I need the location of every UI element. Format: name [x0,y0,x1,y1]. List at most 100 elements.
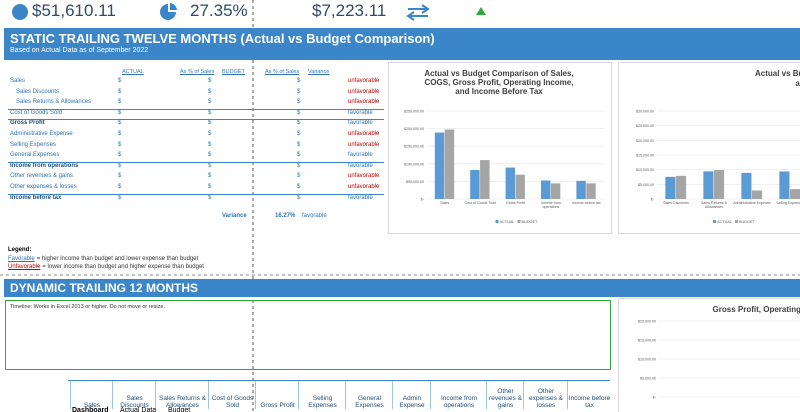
legend-term: Unfavorable [8,264,41,270]
chart-title: and Other Income & E [795,79,800,88]
bar [515,174,525,199]
currency-sign: $ [208,131,212,137]
currency-sign: $ [297,120,301,127]
x-label-box: Cost of Goods Sold [465,201,496,205]
column-header: Income before tax [567,381,611,409]
currency-sign: $ [118,184,122,190]
variance-value: 16.27% [275,213,296,220]
sheet-tab[interactable]: Dashboard [72,407,109,412]
chart-title: Actual vs Budget Comparison of Sales, CO… [424,69,574,96]
status: unfavorable [348,99,380,106]
row-rule [8,108,384,110]
currency-sign: $ [208,99,212,106]
currency-sign: $ [208,78,212,84]
y-tick-label: $10,000.00 [638,358,656,362]
row-label: Cost of Goods Sold [10,109,63,116]
y-tick-label: $- [651,198,655,202]
row-label: Other revenues & gains [10,173,74,180]
x-tick-label: Sales Discounts [663,201,689,205]
status: favorable [348,120,373,127]
column-header: Admin Expense [392,381,431,409]
column-header: BUDGET [222,69,245,75]
status: favorable [348,152,373,159]
timeline-note: Timeline: Works in Excel 2013 or higher.… [10,304,165,310]
row-label: Sales Discounts [16,88,60,95]
legend-swatch [517,220,521,223]
table-rule [68,380,610,381]
x-label-box: Administrative Expense [733,201,771,205]
sheet-tab: Budget [168,407,191,412]
currency-sign: $ [297,152,301,159]
column-header: Variance [308,69,330,75]
currency-sign: $ [208,120,212,127]
currency-sign: $ [297,184,301,190]
status: favorable [348,194,373,201]
legend-swatch [495,220,499,223]
timeline-box: Timeline: Works in Excel 2013 or higher.… [5,300,611,370]
y-tick-label: $250,000.00 [404,110,424,114]
bar [586,183,596,199]
bar [714,170,725,199]
y-tick-label: $- [421,198,425,202]
column-header: Cost of Goods Sold [208,381,256,409]
y-tick-label: $150,000.00 [404,145,424,149]
row-label: Income from operations [10,162,79,169]
column-header: As % of Sales [180,69,215,75]
legend-row: Unfavorable = lower income than budget an… [8,264,204,270]
variance-status: favorable [302,213,327,220]
currency-sign: $ [297,173,301,180]
currency-sign: $ [297,109,301,116]
x-tick-label: Sales Returns & Allowances [701,201,727,210]
currency-sign: $ [297,78,301,84]
y-tick-label: $20,000.00 [636,139,654,143]
header-band: STATIC TRAILING TWELVE MONTHS (Actual vs… [4,28,800,60]
bar [434,132,445,199]
plot: $- $5,000.00 $10,000.00 $15,000.00 $20,000.0… [638,320,800,400]
column-header: Gross Profit [255,381,299,409]
currency-sign: $ [208,109,212,116]
status: unfavorable [348,173,380,180]
swap-icon [406,4,430,21]
column-header: Sales Discounts [112,381,156,409]
y-tick-label: $50,000.00 [406,180,424,184]
currency-sign: $ [208,88,212,95]
bar [576,180,586,199]
y-tick-label: $- [653,396,657,400]
kpi: $7,223.11 [312,1,387,20]
chart-title: Gross Profit, Operating I [712,305,800,314]
legend-label: ACTUAL [717,220,732,224]
row-label: Sales [10,78,26,84]
bar [779,171,790,199]
currency-sign: $ [208,141,212,148]
row-label: Selling Expenses [10,141,57,148]
currency-sign: $ [118,120,122,127]
y-tick-label: $10,000.00 [636,168,654,172]
currency-sign: $ [118,109,122,116]
legend-title: Legend: [8,247,32,253]
bar [550,183,561,199]
status: unfavorable [348,78,380,84]
y-tick-label: $20,000.00 [638,320,656,324]
bar [790,189,800,199]
row-label: Administrative Expense [10,131,73,137]
currency-sign: $ [297,194,301,201]
chart: Gross Profit, Operating I $- $5,000.00 $10,… [618,298,800,412]
x-tick-label: Income from operations [540,201,561,210]
section-title: STATIC TRAILING TWELVE MONTHS (Actual vs… [10,31,435,46]
currency-sign: $ [118,131,122,137]
chart-title: Actual vs Budget Comparison of [754,69,800,78]
y-tick-label: $15,000.00 [638,339,656,343]
chart: Actual vs Budget Comparison of Sales, CO… [388,62,612,234]
x-label-box: Sales Discounts [663,201,689,205]
chart: Actual vs Budget Comparison ofand Other … [618,62,800,234]
legend-swatch [735,220,738,223]
x-label-box: Income before tax [572,201,601,205]
status: unfavorable [348,88,380,95]
x-tick-label: Administrative Expense [733,201,771,205]
currency-sign: $ [118,152,122,159]
bar [741,172,752,199]
currency-sign: $ [118,141,122,148]
row-label: Gross Profit [10,120,45,127]
